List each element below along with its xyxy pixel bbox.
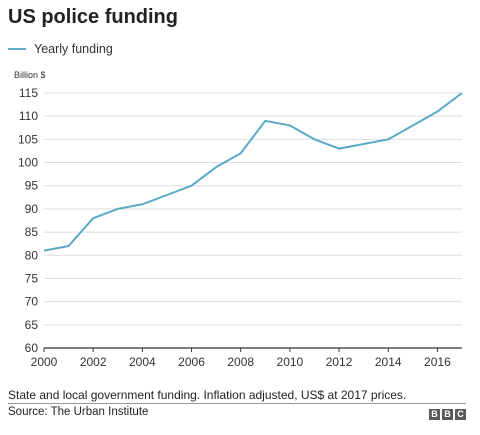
y-tick-label: 60 <box>25 341 39 355</box>
source-text: Source: The Urban Institute <box>8 406 149 418</box>
x-tick-label: 2004 <box>129 355 156 369</box>
y-axis-label: Billion $ <box>14 70 46 80</box>
legend: Yearly funding <box>8 42 113 56</box>
x-tick-label: 2014 <box>375 355 402 369</box>
x-tick-label: 2008 <box>227 355 254 369</box>
footer-divider <box>8 403 466 404</box>
y-tick-label: 115 <box>19 86 38 100</box>
y-tick-label: 70 <box>25 295 39 309</box>
y-tick-label: 80 <box>25 248 39 262</box>
chart-note: State and local government funding. Infl… <box>8 388 407 402</box>
logo-letter: B <box>442 409 453 420</box>
y-tick-label: 90 <box>25 202 39 216</box>
y-tick-label: 65 <box>25 318 39 332</box>
y-tick-label: 100 <box>18 156 38 170</box>
y-tick-label: 95 <box>25 179 39 193</box>
chart-title: US police funding <box>8 6 178 28</box>
x-tick-label: 2000 <box>31 355 58 369</box>
x-tick-label: 2002 <box>80 355 107 369</box>
logo-letter: B <box>429 409 440 420</box>
y-tick-label: 105 <box>18 132 38 146</box>
bbc-logo: B B C <box>429 409 466 420</box>
line-chart: Billion $ 60 65 70 75 80 85 90 95 100 105 110 115 2… <box>14 70 463 369</box>
y-tick-label: 75 <box>25 271 39 285</box>
x-axis-ticks: 2000 2002 2004 2006 2008 2010 2012 2014 2016 <box>31 348 451 369</box>
y-axis-ticks: 60 65 70 75 80 85 90 95 100 105 110 115 <box>18 86 38 355</box>
x-tick-label: 2006 <box>178 355 205 369</box>
data-series <box>43 92 463 252</box>
x-tick-label: 2010 <box>277 355 304 369</box>
y-tick-label: 110 <box>19 109 38 123</box>
series-line <box>43 92 463 252</box>
legend-label: Yearly funding <box>34 42 113 56</box>
legend-swatch <box>8 48 26 50</box>
x-tick-label: 2016 <box>424 355 451 369</box>
x-tick-label: 2012 <box>326 355 353 369</box>
logo-letter: C <box>455 409 466 420</box>
y-tick-label: 85 <box>25 225 39 239</box>
grid-lines <box>44 92 462 349</box>
